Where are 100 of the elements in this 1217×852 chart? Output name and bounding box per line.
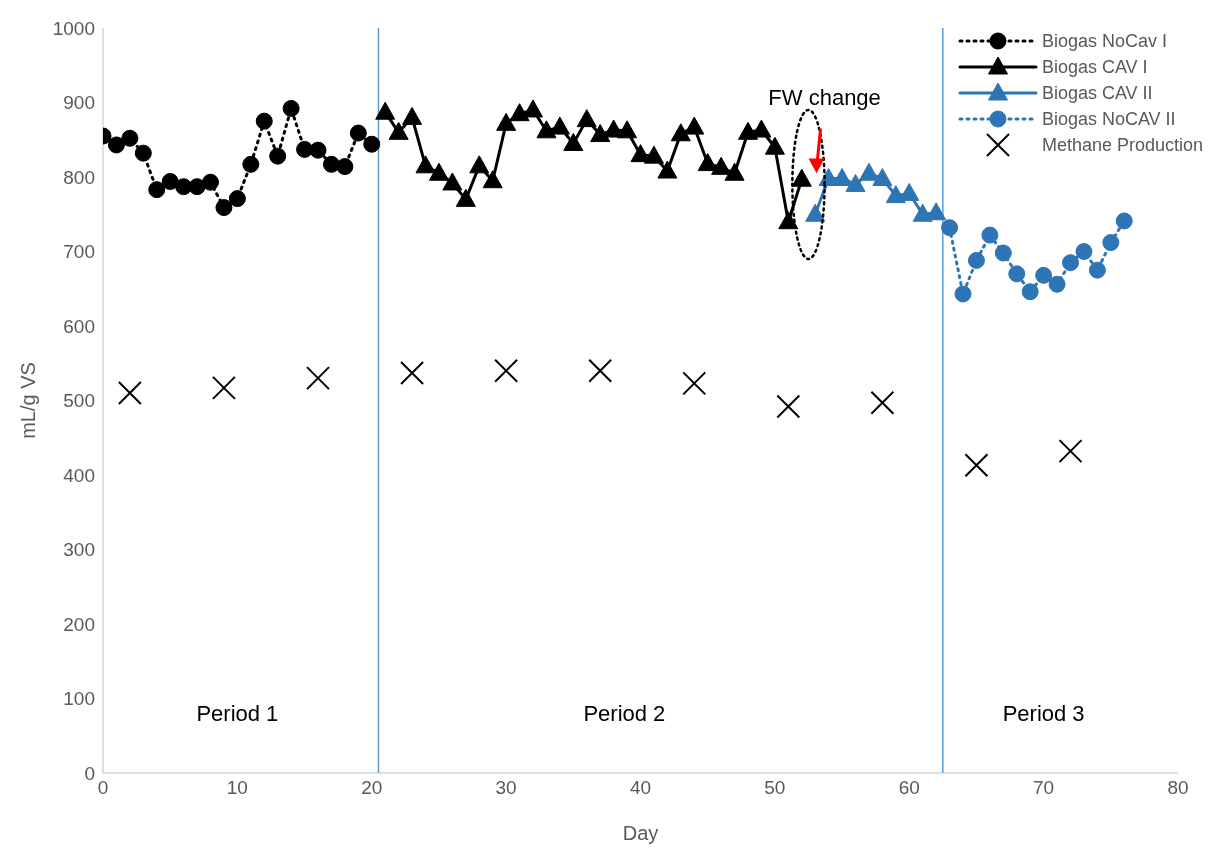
point: [590, 124, 611, 143]
x-tick-label: 20: [361, 777, 383, 799]
point: [375, 101, 396, 120]
point: [1035, 266, 1053, 284]
point: [964, 453, 989, 478]
legend-label: Biogas NoCAV II: [1041, 108, 1176, 130]
point: [211, 375, 236, 400]
point: [657, 160, 678, 179]
point: [832, 167, 853, 186]
point: [336, 158, 354, 176]
point: [926, 202, 947, 221]
point: [242, 155, 260, 173]
y-tick-label: 0: [84, 762, 95, 784]
point: [1088, 261, 1106, 279]
point: [322, 155, 340, 173]
point: [563, 132, 584, 151]
x-tick-label: 70: [1033, 777, 1055, 799]
point: [899, 182, 920, 201]
point: [1102, 234, 1120, 252]
point: [724, 162, 745, 181]
y-tick-label: 700: [63, 241, 95, 263]
x-axis-title: Day: [622, 822, 659, 844]
point: [148, 181, 166, 199]
annotation: Period 3: [1002, 700, 1085, 726]
point: [764, 136, 785, 155]
point: [494, 358, 519, 383]
y-tick-label: 200: [63, 613, 95, 635]
legend-label: Biogas CAV II: [1041, 82, 1153, 104]
point: [188, 178, 206, 196]
point: [388, 121, 409, 140]
point: [415, 155, 436, 174]
point: [643, 145, 664, 164]
annotation: Period 2: [583, 700, 666, 726]
legend-label: Biogas CAV I: [1041, 56, 1148, 78]
y-tick-label: 1000: [52, 17, 95, 39]
y-tick-label: 600: [63, 315, 95, 337]
y-tick-label: 300: [63, 539, 95, 561]
point: [684, 116, 705, 135]
point: [442, 172, 463, 191]
point: [255, 112, 273, 130]
x-tick-label: 50: [764, 777, 786, 799]
point: [1008, 265, 1026, 283]
legend-label: Biogas NoCav I: [1041, 30, 1167, 52]
point: [469, 155, 490, 174]
point: [954, 285, 972, 303]
point: [482, 170, 503, 189]
point: [805, 203, 826, 222]
point: [912, 203, 933, 222]
point: [1115, 212, 1133, 230]
annotation: FW change: [768, 84, 881, 110]
point: [496, 112, 517, 131]
point: [400, 360, 425, 385]
point: [870, 390, 895, 415]
point: [215, 199, 233, 217]
point: [161, 172, 179, 190]
point: [1021, 283, 1039, 301]
point: [269, 147, 287, 165]
point: [1075, 243, 1093, 260]
point: [791, 168, 812, 187]
point: [117, 381, 142, 406]
point: [682, 371, 707, 396]
x-tick-label: 30: [495, 777, 517, 799]
point: [402, 106, 423, 125]
point: [994, 244, 1012, 262]
y-tick-label: 100: [63, 688, 95, 710]
point: [509, 103, 530, 122]
point: [1048, 275, 1066, 293]
point: [617, 120, 638, 139]
point: [697, 153, 718, 172]
y-axis-title: mL/g VS: [17, 362, 40, 439]
x-tick-label: 80: [1167, 777, 1189, 799]
point: [455, 188, 476, 207]
point: [981, 226, 999, 244]
point: [523, 99, 543, 118]
point: [778, 211, 799, 230]
point: [967, 251, 985, 269]
point: [885, 185, 906, 204]
x-tick-label: 40: [629, 777, 652, 799]
point: [1058, 439, 1083, 464]
point: [202, 173, 219, 191]
point: [134, 144, 152, 162]
point: [428, 162, 449, 181]
point: [107, 136, 125, 154]
point: [363, 135, 381, 153]
y-tick-label: 400: [63, 464, 95, 486]
y-tick-label: 900: [63, 92, 95, 114]
point: [349, 124, 367, 142]
point: [228, 190, 246, 208]
y-tick-label: 800: [63, 166, 95, 188]
point: [309, 141, 327, 159]
point: [858, 162, 879, 181]
point: [776, 394, 801, 419]
point: [1062, 254, 1079, 272]
x-tick-label: 0: [97, 777, 109, 799]
point: [121, 129, 139, 147]
legend-label: Methane Production: [1041, 134, 1203, 156]
point: [941, 219, 959, 237]
x-tick-label: 60: [898, 777, 920, 799]
x-tick-label: 10: [226, 777, 248, 799]
point: [711, 156, 732, 175]
